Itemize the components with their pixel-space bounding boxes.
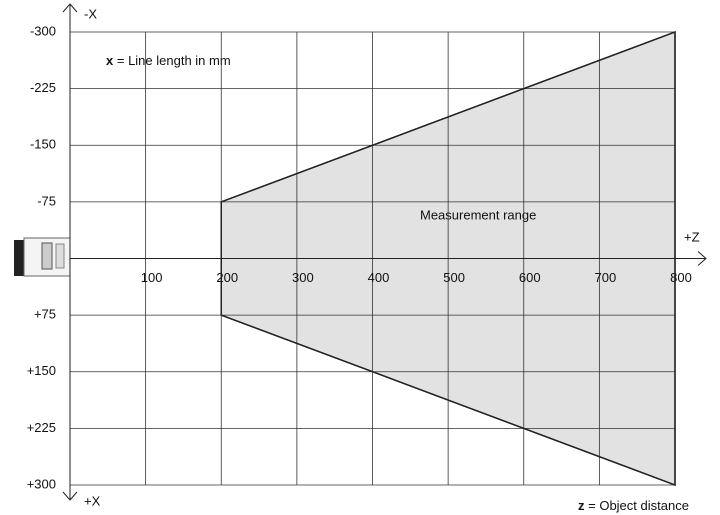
annotation: Measurement range [420,207,536,222]
x-tick-label: 100 [141,270,163,285]
legend-symbol: z [578,498,585,513]
arrow [697,251,707,266]
y-tick-label: -75 [37,193,56,208]
arrow [62,491,78,501]
y-tick-label: -300 [30,23,56,38]
legend-symbol: x [106,53,114,68]
x-tick-label: 700 [595,270,617,285]
x-tick-label: 300 [292,270,314,285]
y-tick-label: -225 [30,80,56,95]
x-tick-label: 400 [368,270,390,285]
y-axis-top-label: -X [84,6,97,21]
legend-z: z = Object distance [578,498,689,513]
arrow [62,3,78,13]
x-axis-label: +Z [684,229,700,244]
y-tick-label: +300 [27,476,56,491]
y-tick-label: +75 [34,307,56,322]
legend-x: x = Line length in mm [106,53,231,68]
y-tick-label: +150 [27,363,56,378]
x-tick-label: 600 [519,270,541,285]
measurement-outline [220,30,676,487]
legend-text: = Object distance [588,498,689,513]
x-tick-label: 500 [443,270,465,285]
y-tick-label: -150 [30,137,56,152]
sensor-icon [14,237,71,277]
x-tick-label: 800 [670,270,692,285]
y-tick-label: +225 [27,420,56,435]
y-axis-bottom-label: +X [84,493,101,508]
legend-text: = Line length in mm [117,53,231,68]
x-tick-label: 200 [216,270,238,285]
